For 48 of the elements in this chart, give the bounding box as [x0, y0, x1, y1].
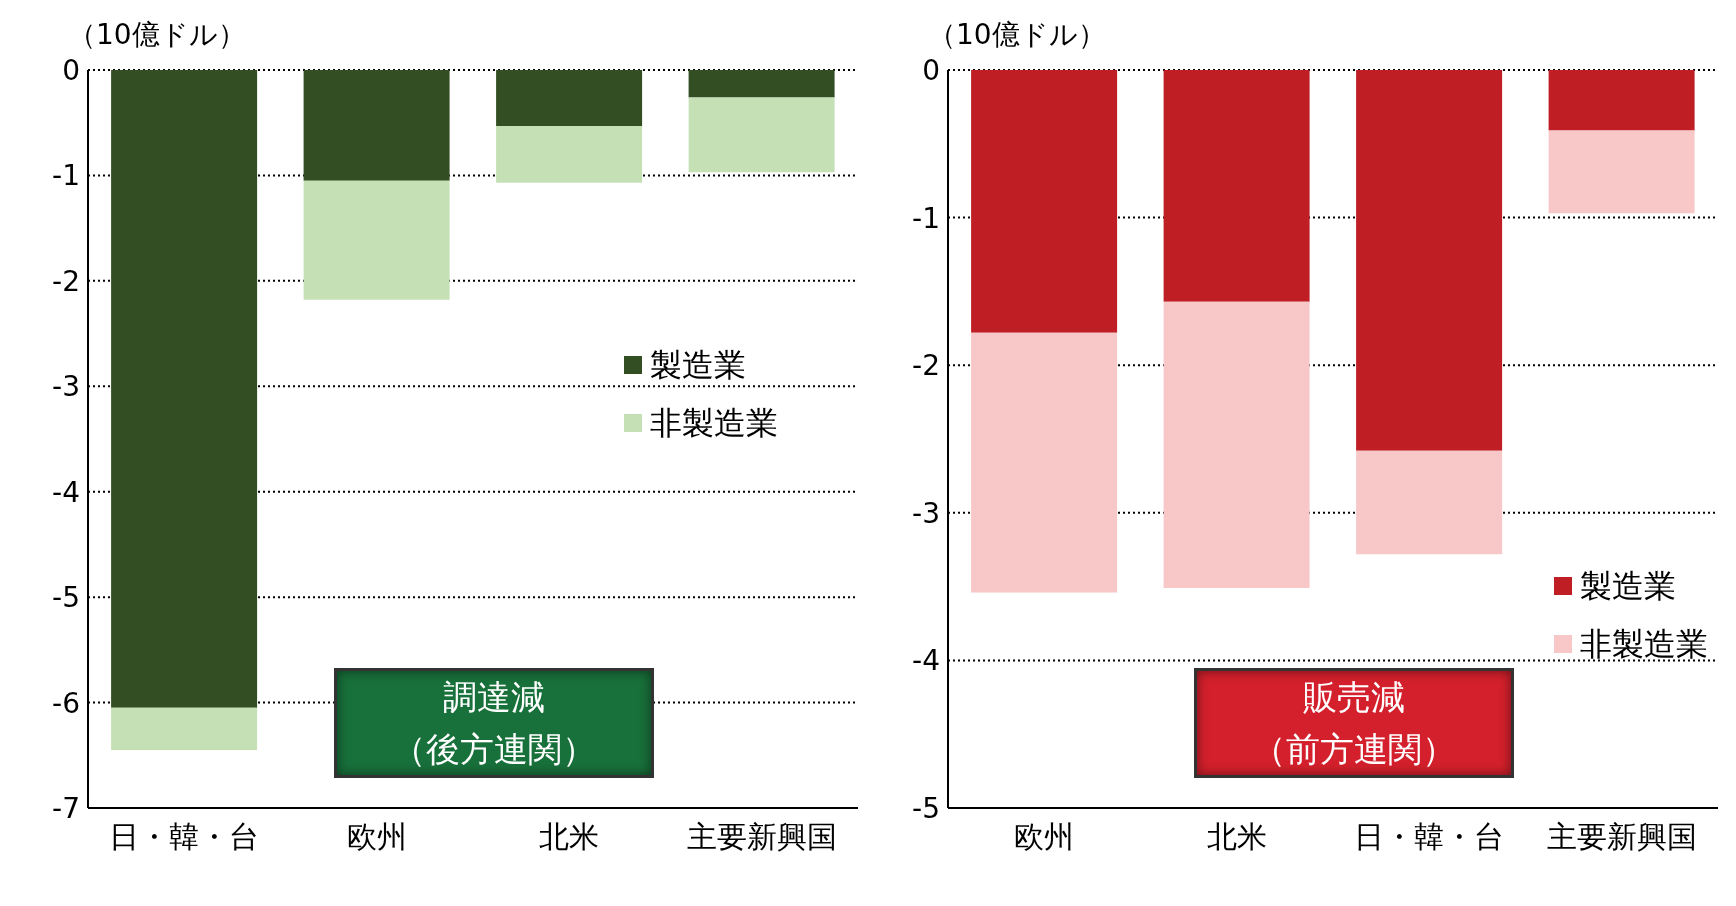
bar — [1163, 70, 1310, 302]
x-tick-label: 北米 — [1206, 819, 1267, 855]
y-axis-title: （10億ドル） — [928, 17, 1106, 53]
x-tick-label: 日・韓・台 — [109, 819, 260, 855]
bar — [111, 707, 258, 751]
bar — [971, 70, 1118, 333]
legend-label: 製造業 — [650, 344, 746, 386]
bar — [111, 70, 258, 708]
bar — [496, 125, 643, 183]
legend-label: 非製造業 — [1580, 624, 1708, 666]
y-tick-label: -4 — [52, 475, 80, 509]
y-tick-label: -1 — [912, 201, 940, 235]
bar — [688, 70, 835, 98]
annotation: （後方連関） — [392, 728, 597, 771]
y-tick-label: -6 — [52, 686, 80, 720]
x-tick-label: 欧州 — [346, 819, 407, 855]
y-tick-label: -3 — [912, 496, 940, 530]
y-tick-label: -4 — [912, 644, 940, 678]
x-tick-label: 欧州 — [1014, 819, 1075, 855]
bar — [496, 70, 643, 126]
y-tick-label: -3 — [52, 370, 80, 404]
bar — [688, 97, 835, 173]
bar — [303, 70, 450, 181]
bar — [1548, 130, 1695, 214]
bar — [1356, 70, 1503, 451]
x-tick-label: 主要新興国 — [686, 819, 837, 855]
x-tick-label: 北米 — [539, 819, 600, 855]
bar — [1356, 450, 1503, 555]
y-axis-title: （10億ドル） — [68, 17, 246, 53]
annotation: （前方連関） — [1252, 728, 1457, 771]
x-tick-label: 主要新興国 — [1546, 819, 1697, 855]
y-tick-label: -5 — [52, 581, 80, 615]
bar — [303, 180, 450, 300]
bar — [1548, 70, 1695, 131]
y-tick-label: 0 — [922, 53, 940, 87]
annotation: 調達減 — [443, 676, 546, 719]
bar — [971, 332, 1118, 593]
annotation: 販売減 — [1303, 676, 1406, 719]
bar — [1163, 301, 1310, 589]
y-tick-label: -7 — [52, 791, 80, 825]
y-tick-label: -2 — [912, 349, 940, 383]
y-tick-label: -1 — [52, 159, 80, 193]
x-tick-label: 日・韓・台 — [1354, 819, 1505, 855]
y-tick-label: -2 — [52, 264, 80, 298]
legend-label: 製造業 — [1580, 566, 1676, 608]
y-tick-label: -5 — [912, 791, 940, 825]
y-tick-label: 0 — [62, 53, 80, 87]
legend-label: 非製造業 — [650, 402, 778, 444]
